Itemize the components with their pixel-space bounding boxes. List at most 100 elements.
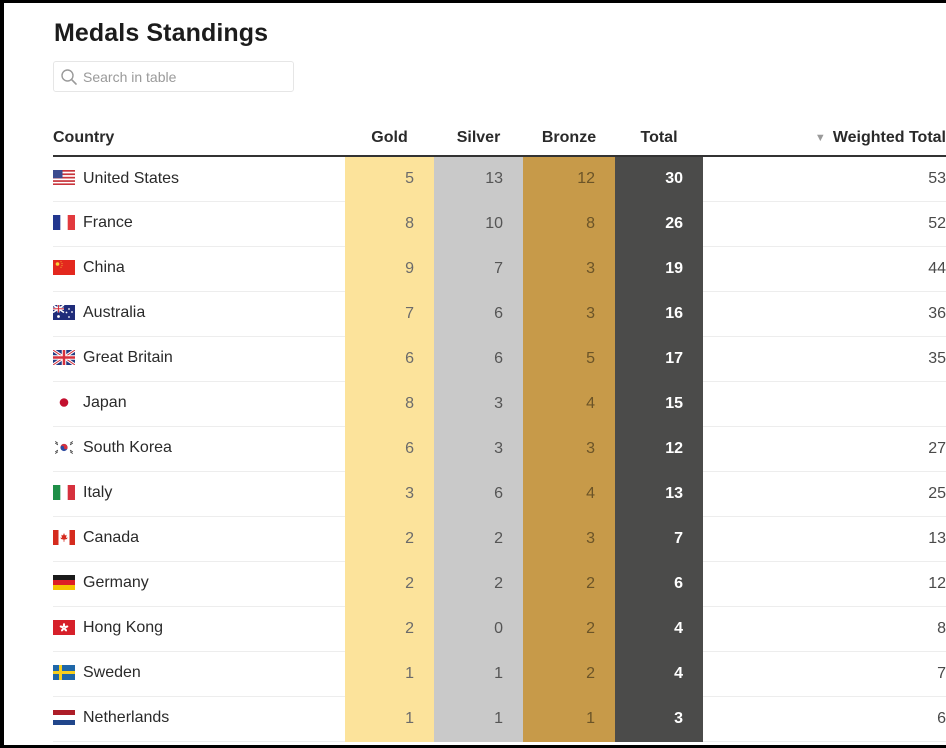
column-header-weighted-total-label: Weighted Total — [832, 129, 946, 146]
table-header-row: Country Gold Silver Bronze Total ▼ Weight… — [53, 121, 946, 157]
table-row: France 8 10 8 26 52 — [53, 201, 946, 247]
table-row: South Korea 6 3 3 12 27 — [53, 426, 946, 472]
cell-weighted-total: 13 — [703, 516, 946, 562]
cell-bronze: 4 — [523, 381, 615, 427]
table-row: Sweden 1 1 2 4 7 — [53, 651, 946, 697]
cell-gold: 8 — [345, 381, 434, 427]
cell-country: Hong Kong — [53, 606, 345, 652]
country-name: Netherlands — [83, 709, 170, 727]
cell-country: Australia — [52, 291, 345, 337]
cell-bronze: 12 — [523, 156, 615, 202]
flag-sweden-icon — [53, 664, 75, 680]
cell-weighted-total: 35 — [703, 336, 946, 382]
cell-bronze: 3 — [523, 516, 615, 562]
cell-weighted-total: 52 — [703, 201, 946, 247]
search-box[interactable] — [53, 61, 294, 92]
table-row: Canada 2 2 3 7 13 — [53, 516, 946, 562]
table-row: United States 5 13 12 30 53 — [53, 156, 946, 202]
column-header-total[interactable]: Total — [615, 121, 703, 157]
country-name: China — [83, 259, 125, 277]
cell-gold: 3 — [345, 471, 434, 517]
cell-total: 6 — [615, 561, 703, 607]
search-icon — [61, 68, 77, 85]
cell-gold: 6 — [345, 336, 434, 382]
country-name: Australia — [83, 304, 146, 322]
cell-silver: 1 — [434, 651, 523, 697]
sort-descending-icon: ▼ — [814, 132, 826, 144]
cell-weighted-total: 44 — [703, 246, 946, 292]
cell-silver: 6 — [434, 471, 523, 517]
flag-united-states-icon — [53, 170, 75, 186]
cell-total: 16 — [615, 291, 703, 337]
table-row: Germany 2 2 2 6 12 — [53, 561, 946, 607]
cell-total: 3 — [615, 696, 703, 742]
cell-country: France — [53, 201, 345, 247]
medals-widget: Medals Standings Country Gold Silver Bro… — [4, 3, 946, 745]
cell-gold: 1 — [345, 651, 434, 697]
page-title: Medals Standings — [54, 19, 269, 47]
flag-japan-icon — [53, 394, 75, 410]
cell-country: Italy — [53, 471, 345, 517]
country-name: South Korea — [83, 439, 172, 457]
cell-silver: 7 — [434, 246, 523, 292]
cell-bronze: 3 — [523, 291, 615, 337]
cell-gold: 1 — [345, 696, 434, 742]
country-name: Japan — [83, 394, 127, 412]
cell-bronze: 5 — [523, 336, 615, 382]
cell-bronze: 3 — [523, 426, 615, 472]
column-header-bronze[interactable]: Bronze — [523, 121, 615, 157]
flag-netherlands-icon — [53, 709, 75, 725]
cell-country: Germany — [53, 561, 345, 607]
cell-gold: 2 — [345, 606, 434, 652]
cell-country: Great Britain — [52, 336, 345, 382]
country-name: Italy — [83, 484, 113, 502]
cell-bronze: 1 — [523, 696, 615, 742]
cell-total: 4 — [615, 651, 703, 697]
table-row: Italy 3 6 4 13 25 — [53, 471, 946, 517]
country-name: Sweden — [83, 664, 141, 682]
cell-silver: 1 — [434, 696, 523, 742]
country-name: Canada — [83, 529, 140, 547]
cell-weighted-total — [703, 381, 946, 427]
cell-country: Japan — [53, 381, 345, 427]
table-row: China 9 7 3 19 44 — [53, 246, 946, 292]
cell-silver: 2 — [434, 516, 523, 562]
column-header-weighted-total[interactable]: ▼ Weighted Total — [703, 121, 946, 157]
cell-silver: 10 — [434, 201, 523, 247]
cell-gold: 7 — [345, 291, 434, 337]
cell-country: United States — [53, 156, 345, 202]
cell-gold: 2 — [345, 561, 434, 607]
flag-south-korea-icon — [53, 439, 75, 455]
medals-table: Country Gold Silver Bronze Total ▼ Weight… — [52, 121, 946, 742]
cell-weighted-total: 25 — [703, 471, 946, 517]
cell-bronze: 2 — [523, 606, 615, 652]
cell-weighted-total: 27 — [703, 426, 946, 472]
search-input[interactable] — [83, 68, 273, 85]
cell-silver: 6 — [434, 336, 523, 382]
cell-total: 7 — [615, 516, 703, 562]
cell-total: 26 — [615, 201, 703, 247]
flag-italy-icon — [53, 484, 75, 500]
cell-country: Canada — [53, 516, 345, 562]
cell-silver: 0 — [434, 606, 523, 652]
flag-canada-icon — [53, 529, 75, 545]
cell-total: 30 — [615, 156, 703, 202]
cell-country: China — [53, 246, 345, 292]
column-header-country[interactable]: Country — [53, 121, 345, 157]
cell-total: 12 — [615, 426, 703, 472]
cell-bronze: 4 — [523, 471, 615, 517]
cell-weighted-total: 7 — [703, 651, 946, 697]
cell-weighted-total: 8 — [703, 606, 946, 652]
cell-bronze: 3 — [523, 246, 615, 292]
flag-australia-icon — [52, 304, 75, 320]
flag-hong-kong-icon — [53, 619, 75, 635]
column-header-silver[interactable]: Silver — [434, 121, 523, 157]
cell-bronze: 2 — [523, 561, 615, 607]
table-row: Australia 7 6 3 16 36 — [52, 291, 946, 337]
column-header-gold[interactable]: Gold — [345, 121, 434, 157]
cell-total: 4 — [615, 606, 703, 652]
cell-gold: 6 — [345, 426, 434, 472]
cell-total: 17 — [615, 336, 703, 382]
cell-silver: 13 — [434, 156, 523, 202]
cell-total: 19 — [615, 246, 703, 292]
